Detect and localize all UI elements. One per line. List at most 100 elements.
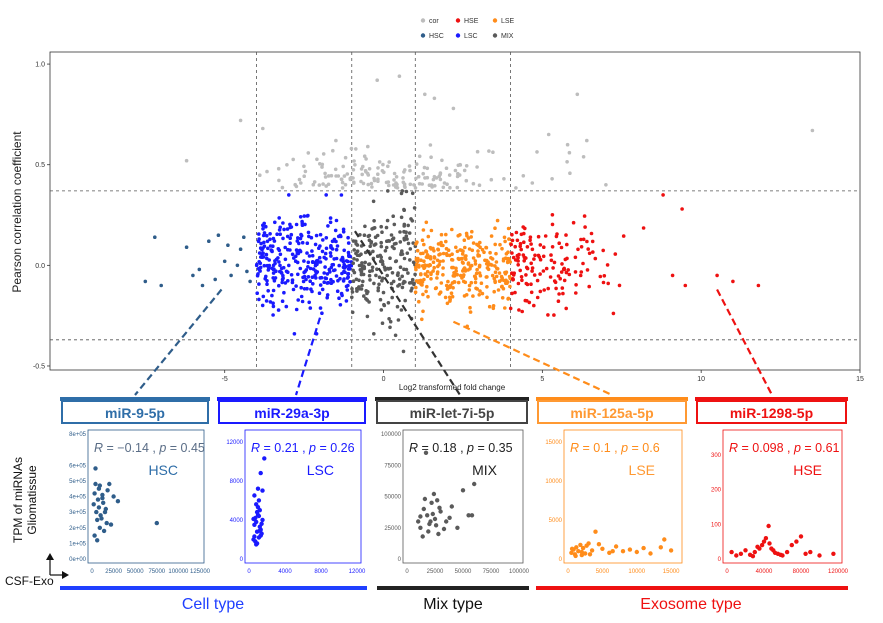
- main-point-cor: [376, 177, 380, 181]
- legend-marker: [492, 33, 498, 38]
- main-point-hse: [581, 261, 585, 266]
- panel-header-box: [376, 400, 528, 424]
- main-point-mix: [397, 277, 402, 281]
- main-point-cor: [425, 166, 430, 171]
- main-point-lse: [436, 242, 441, 246]
- main-point-lsc: [254, 262, 259, 267]
- main-point-cor: [575, 92, 580, 97]
- main-point-lsc: [262, 263, 267, 268]
- main-point-lse: [439, 232, 444, 237]
- main-point-hse: [537, 255, 542, 259]
- panel-plot-frame: [87, 429, 205, 564]
- legend-label: HSC: [429, 33, 444, 40]
- panel-point: [115, 499, 121, 504]
- main-point-hse: [510, 232, 514, 237]
- main-point-mix: [410, 277, 415, 282]
- main-point-mix: [361, 279, 365, 284]
- main-point-lsc: [280, 280, 285, 285]
- main-point-lse: [467, 288, 472, 292]
- main-point-lse: [488, 250, 492, 255]
- panel-point: [641, 545, 646, 551]
- main-point-lsc: [298, 236, 303, 241]
- main-point-lsc: [294, 222, 299, 227]
- main-point-lse: [493, 242, 498, 247]
- main-point-lsc: [257, 297, 261, 302]
- main-point-lse: [490, 263, 494, 267]
- main-point-mix: [393, 333, 398, 338]
- main-point-lsc: [285, 227, 290, 231]
- main-point-mix: [372, 281, 376, 286]
- main-point-lsc: [343, 264, 348, 269]
- main-point-cor: [342, 174, 347, 178]
- panel-mir-9-5p: miR-9-5p 0 25000 50000 75000 100000 125000 0e+0…: [60, 397, 211, 575]
- main-point-hse: [549, 253, 553, 257]
- panel-mir-1298-5p: miR-1298-5p 0 40000 80000 120000 0 100 200 300 R …: [695, 397, 849, 575]
- main-point-lse: [468, 264, 473, 269]
- main-point-lsc: [296, 272, 300, 277]
- panel-xtick-label: 0: [247, 569, 251, 575]
- main-point-cor: [455, 185, 460, 190]
- main-point-mix: [394, 241, 398, 246]
- main-point-lsc: [338, 233, 343, 238]
- main-point-cor: [395, 186, 400, 190]
- panel-point: [743, 548, 748, 553]
- main-point-cor: [392, 178, 396, 182]
- main-point-lsc: [334, 218, 339, 223]
- main-point-mix: [371, 249, 375, 254]
- panel-ytick-label: 1e+05: [69, 541, 87, 547]
- main-point-hse: [601, 280, 606, 285]
- main-point-lse: [462, 294, 467, 298]
- main-point-mix: [385, 273, 390, 278]
- main-point-cor: [428, 143, 433, 147]
- main-axes: -5 0 5 10 15 -0.5 0.0 0.5 1.0: [33, 62, 864, 383]
- main-point-lsc: [266, 289, 271, 293]
- main-point-lsc: [334, 247, 339, 252]
- panel-ytick-label: 0: [559, 557, 563, 563]
- main-ytick-label: 0.0: [35, 263, 45, 270]
- main-point-cor: [391, 183, 396, 187]
- main-point-hse: [518, 268, 522, 273]
- panel-ytick-label: 10000: [545, 479, 562, 485]
- main-point-lse: [493, 264, 497, 268]
- main-point-lsc: [340, 271, 344, 276]
- panel-point: [610, 549, 615, 554]
- main-point-hse: [522, 255, 527, 260]
- main-point-cor: [349, 175, 354, 180]
- main-point-cor: [568, 171, 572, 175]
- main-point-lse: [473, 259, 478, 263]
- main-point-lsc: [324, 257, 328, 261]
- main-point-lse: [455, 249, 460, 254]
- main-point-lsc: [336, 278, 340, 283]
- panel-xtick-label: 50000: [127, 569, 144, 575]
- main-ytick-label: -0.5: [33, 363, 45, 370]
- main-point-hse: [559, 245, 564, 250]
- main-point-mix: [406, 241, 411, 246]
- main-point-lsc: [337, 263, 342, 268]
- main-point-mix: [405, 251, 410, 255]
- panel-point: [254, 519, 259, 525]
- panel-point: [755, 544, 760, 549]
- main-point-lsc: [339, 291, 344, 296]
- main-xtick-label: -5: [222, 376, 228, 383]
- connector-line: [134, 288, 223, 396]
- panel-point: [258, 470, 263, 476]
- panel-mir-125a-5p: miR-125a-5p 0 5000 10000 15000 0 5000 10000 1500…: [536, 397, 688, 575]
- main-point-mix: [395, 304, 400, 309]
- main-point-lsc: [256, 272, 260, 276]
- main-point-lsc: [332, 237, 337, 242]
- main-point-lsc: [294, 307, 299, 312]
- panel-ytick-label: 0e+00: [69, 557, 87, 563]
- main-point-hse: [524, 273, 528, 277]
- main-point-hse: [573, 255, 578, 260]
- main-point-lse: [494, 260, 499, 264]
- main-point-hse: [530, 247, 535, 252]
- main-point-mix: [378, 297, 383, 302]
- panel-ytick-label: 12000: [226, 440, 243, 446]
- main-point-lsc: [341, 230, 346, 234]
- panel-point: [658, 545, 663, 550]
- main-point-lse: [415, 262, 419, 267]
- main-point-mix: [372, 219, 376, 223]
- main-point-lsc: [302, 270, 306, 275]
- main-point-lsc: [257, 282, 261, 286]
- panel-point: [466, 513, 471, 518]
